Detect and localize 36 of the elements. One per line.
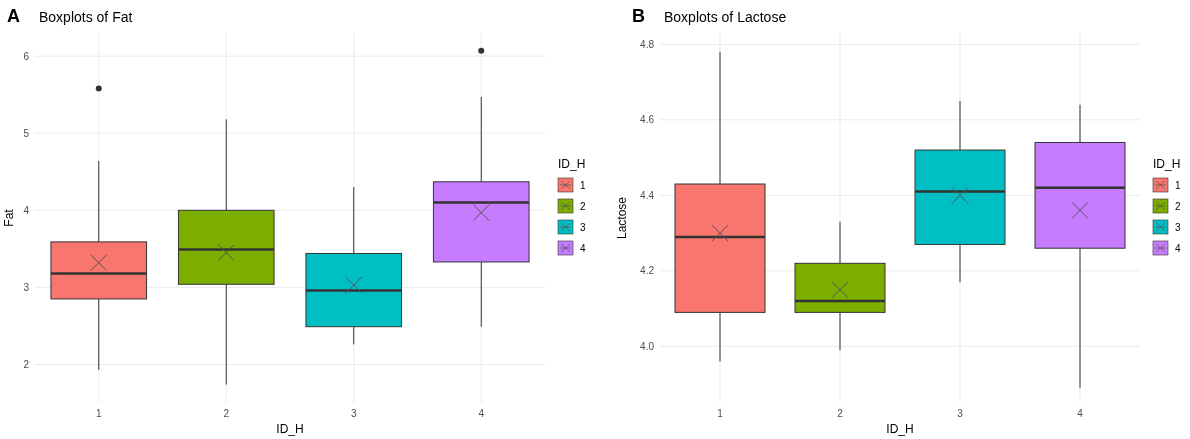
x-tick-label: 2 bbox=[837, 408, 844, 419]
y-tick-label: 6 bbox=[23, 50, 30, 62]
legend-label: 1 bbox=[1175, 179, 1181, 191]
x-tick-label: 3 bbox=[350, 408, 357, 419]
chart-title: Boxplots of Lactose bbox=[664, 9, 787, 25]
y-tick-label: 4.4 bbox=[640, 189, 655, 201]
legend-label: 3 bbox=[1175, 221, 1181, 233]
x-tick-label: 2 bbox=[223, 408, 230, 419]
legend-label: 4 bbox=[580, 242, 586, 254]
legend-title: ID_H bbox=[1153, 157, 1181, 171]
y-tick-label: 4.2 bbox=[640, 265, 655, 277]
x-tick-label: 4 bbox=[1077, 408, 1084, 419]
x-tick-label: 4 bbox=[478, 408, 485, 419]
y-axis-title: Fat bbox=[2, 208, 16, 227]
chart-title: Boxplots of Fat bbox=[39, 9, 133, 25]
x-tick-label: 3 bbox=[957, 408, 964, 419]
y-tick-label: 4 bbox=[23, 204, 30, 216]
x-tick-label: 1 bbox=[95, 408, 102, 419]
legend-label: 2 bbox=[1175, 200, 1181, 212]
y-tick-label: 4.8 bbox=[640, 38, 655, 50]
legend-label: 3 bbox=[580, 221, 586, 233]
legend-label: 1 bbox=[580, 179, 586, 191]
legend-title: ID_H bbox=[558, 157, 586, 171]
y-tick-label: 3 bbox=[23, 281, 30, 293]
text: B bbox=[632, 6, 645, 26]
y-tick-label: 2 bbox=[23, 358, 30, 370]
x-tick-label: 1 bbox=[717, 408, 724, 419]
x-axis-title: ID_H bbox=[886, 422, 914, 436]
y-tick-label: 4.6 bbox=[640, 114, 655, 126]
y-axis-title: Lactose bbox=[615, 196, 629, 240]
y-tick-label: 5 bbox=[23, 127, 30, 139]
legend-label: 2 bbox=[580, 200, 586, 212]
x-axis-title: ID_H bbox=[276, 422, 304, 436]
y-tick-label: 4.0 bbox=[640, 340, 655, 352]
legend-label: 4 bbox=[1175, 242, 1181, 254]
text: A bbox=[7, 6, 20, 26]
